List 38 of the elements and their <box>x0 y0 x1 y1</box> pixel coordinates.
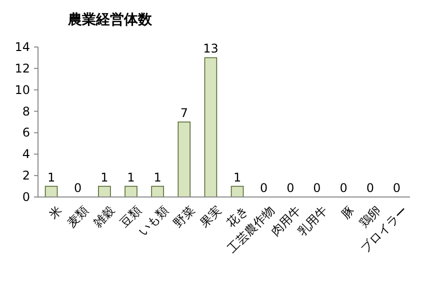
y-tick-label: 4 <box>22 147 30 162</box>
x-tick-label: 野菜 <box>170 203 198 230</box>
bar <box>178 122 191 198</box>
data-label: 7 <box>180 106 188 120</box>
y-tick-label: 2 <box>22 168 30 183</box>
x-tick-label: 豆類 <box>117 203 144 230</box>
y-tick-label: 12 <box>14 61 30 76</box>
bar <box>44 186 58 198</box>
bar <box>151 186 164 198</box>
x-tick-label: 豚 <box>338 203 357 222</box>
data-label: 1 <box>154 170 162 184</box>
data-label: 0 <box>260 181 268 195</box>
chart-title: 農業経営体数 <box>67 12 153 28</box>
data-label: 1 <box>127 170 135 184</box>
x-tick-label: 米 <box>46 203 65 222</box>
data-label: 0 <box>366 181 374 195</box>
data-label: 1 <box>100 170 108 184</box>
bar <box>204 57 218 198</box>
x-tick-label: 果実 <box>197 203 224 230</box>
y-tick-label: 6 <box>22 126 30 140</box>
x-tick-label: 麦類 <box>64 203 92 230</box>
y-tick-label: 14 <box>14 40 30 54</box>
bar <box>230 186 244 198</box>
x-tick-label: 鶏卵 <box>356 203 384 230</box>
data-label: 0 <box>313 181 321 195</box>
data-label: 0 <box>392 181 401 195</box>
data-label: 0 <box>340 181 348 195</box>
bar <box>98 186 111 198</box>
x-tick-label: 雑穀 <box>90 203 118 230</box>
y-tick-label: 0 <box>22 190 30 204</box>
y-tick-label: 10 <box>14 82 30 97</box>
bar <box>124 186 138 198</box>
data-label: 0 <box>286 181 294 195</box>
data-label: 1 <box>233 170 242 184</box>
data-label: 1 <box>47 170 56 184</box>
data-label: 0 <box>74 181 82 195</box>
y-tick-label: 8 <box>22 104 30 118</box>
data-label: 13 <box>203 42 218 56</box>
